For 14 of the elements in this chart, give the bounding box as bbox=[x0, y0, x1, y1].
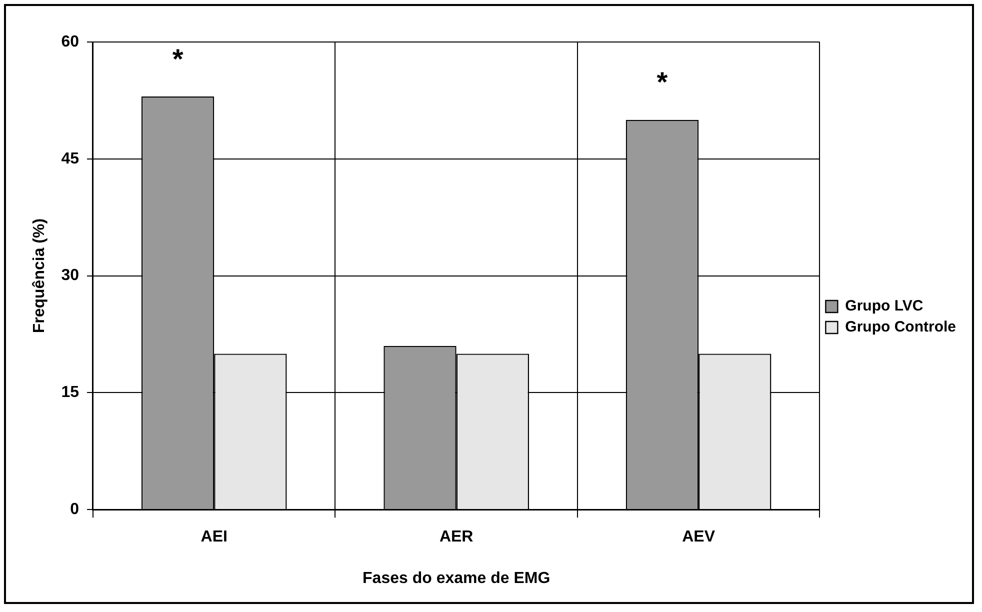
y-axis-title: Frequência (%) bbox=[31, 218, 48, 334]
x-tick-label: AEV bbox=[682, 528, 716, 546]
y-tick-label: 30 bbox=[61, 267, 80, 284]
x-axis-title: Fases do exame de EMG bbox=[362, 570, 550, 587]
y-tick-label: 45 bbox=[61, 150, 80, 168]
legend-label: Grupo Controle bbox=[845, 318, 956, 336]
annotation: * bbox=[656, 66, 668, 98]
x-tick-label: AEI bbox=[200, 528, 228, 546]
y-tick-label: 0 bbox=[70, 501, 80, 518]
x-tick-label: AER bbox=[439, 528, 474, 546]
y-tick-label: 60 bbox=[61, 33, 80, 50]
annotation: * bbox=[172, 43, 184, 74]
legend-label: Grupo LVC bbox=[845, 298, 924, 315]
y-tick-label: 15 bbox=[61, 384, 80, 402]
